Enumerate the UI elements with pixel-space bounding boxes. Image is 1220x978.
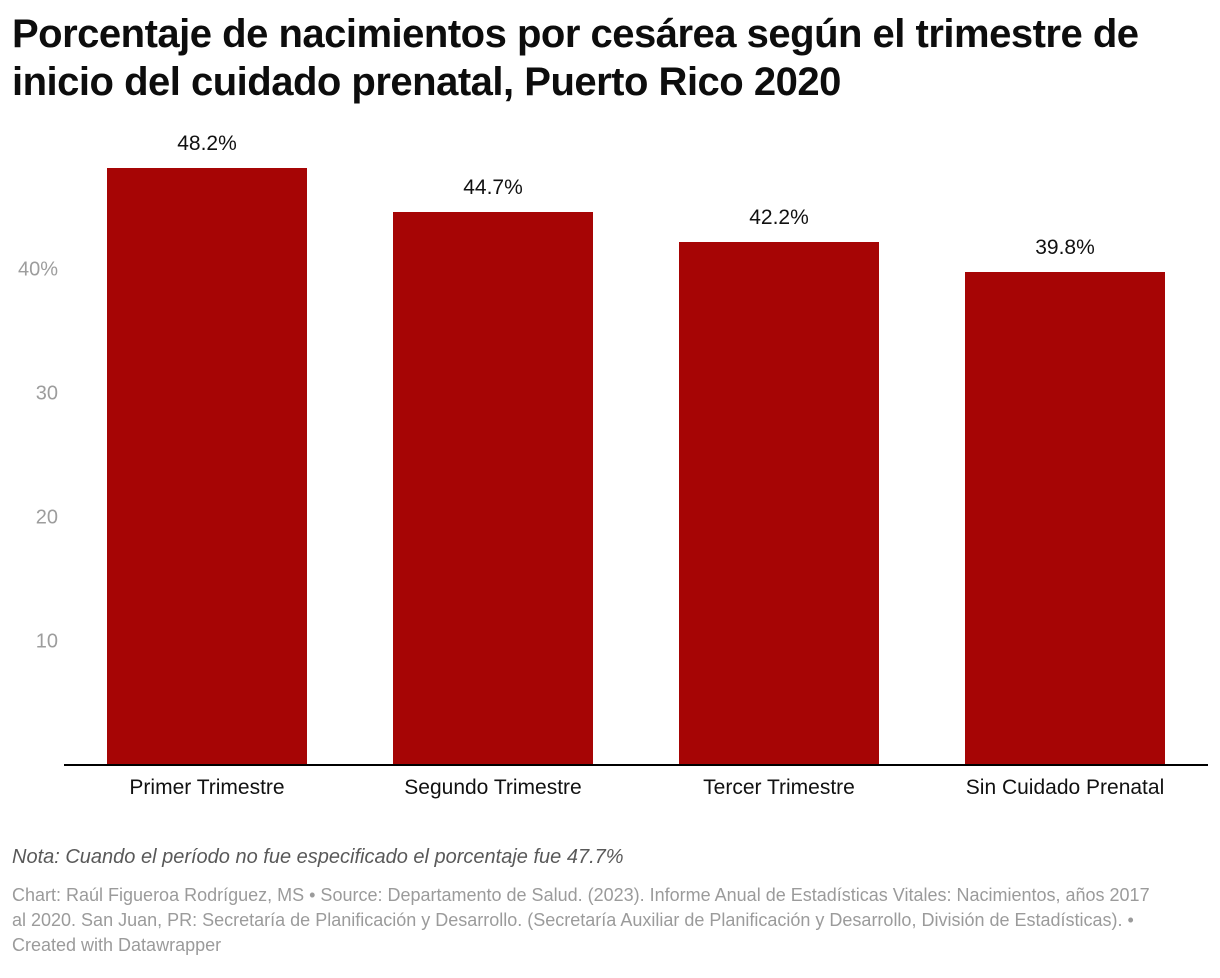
page-title: Porcentaje de nacimientos por cesárea se…: [12, 12, 1139, 104]
y-axis: 10 20 30 40%: [12, 146, 64, 766]
bar-value-label: 48.2%: [177, 132, 237, 156]
bar-column: 44.7%: [393, 146, 593, 764]
y-tick-label: 30: [35, 382, 58, 405]
bar-column: 39.8%: [965, 146, 1165, 764]
bar: [393, 211, 593, 764]
x-axis-category-label: Primer Trimestre: [129, 776, 285, 799]
plot-area: 48.2% 44.7% 42.2% 39.8%: [64, 132, 1208, 766]
y-tick-label: 40%: [17, 258, 58, 281]
bar-chart: 10 20 30 40% 48.2% 44.7% 42.2% 39.8% Primer Tr…: [12, 132, 1208, 800]
bar-value-label: 44.7%: [463, 175, 523, 199]
bar-value-label: 42.2%: [749, 206, 809, 230]
bar: [679, 242, 879, 764]
bar-column: 48.2%: [107, 132, 307, 764]
bar: [965, 272, 1165, 764]
chart-attribution: Chart: Raúl Figueroa Rodríguez, MS • Sou…: [12, 885, 1150, 956]
x-axis-labels: Primer Trimestre Segundo Trimestre Tercer …: [64, 766, 1208, 800]
bar: [107, 168, 307, 764]
x-axis-category-label: Tercer Trimestre: [703, 776, 855, 799]
y-tick-label: 10: [35, 630, 58, 653]
bar-column: 42.2%: [679, 146, 879, 764]
y-axis-spacer: [12, 766, 64, 800]
chart-note: Nota: Cuando el período no fue especific…: [12, 846, 624, 868]
x-axis-row: Primer Trimestre Segundo Trimestre Tercer …: [12, 766, 1208, 800]
x-axis-category-label: Segundo Trimestre: [404, 776, 582, 799]
bar-value-label: 39.8%: [1035, 236, 1095, 260]
x-axis-category-label: Sin Cuidado Prenatal: [965, 776, 1165, 799]
plot-row: 10 20 30 40% 48.2% 44.7% 42.2% 39.8%: [12, 132, 1208, 766]
y-tick-label: 20: [35, 506, 58, 529]
